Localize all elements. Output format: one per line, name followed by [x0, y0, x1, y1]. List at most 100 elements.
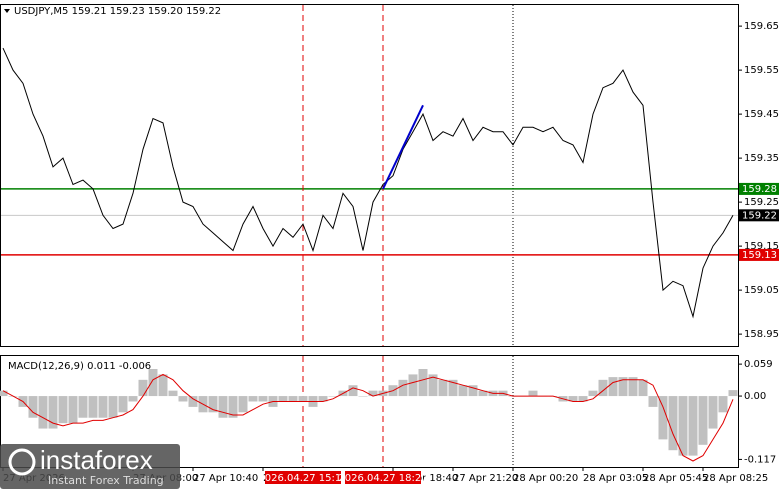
tagline: Instant Forex Trading: [48, 474, 164, 487]
level-label: 159.13: [742, 250, 777, 261]
histogram-bar: [178, 396, 188, 402]
histogram-bar: [0, 390, 8, 397]
histogram-bar: [188, 396, 198, 407]
histogram-bar: [588, 390, 598, 397]
x-tick-label: 28 Apr 08:25: [703, 473, 768, 484]
y-tick-label: 159.05: [744, 285, 779, 296]
histogram-bar: [718, 396, 728, 413]
level-box: [739, 182, 779, 195]
histogram-bar: [598, 379, 608, 397]
histogram-bar: [88, 396, 98, 418]
histogram-bar: [38, 396, 48, 429]
histogram-bar: [728, 390, 738, 397]
histogram-bar: [218, 396, 228, 418]
histogram-bar: [328, 396, 338, 397]
histogram-bar: [228, 396, 238, 418]
marker-label: 2026.04.27 15:15: [258, 473, 347, 484]
price-panel: [0, 4, 739, 347]
histogram-bar: [398, 379, 408, 397]
histogram-bar: [98, 396, 108, 418]
menu-arrow[interactable]: [4, 9, 10, 13]
histogram-bar: [568, 396, 578, 402]
histogram-bar: [358, 396, 368, 397]
histogram-bar: [78, 396, 88, 418]
histogram-bar: [688, 396, 698, 456]
histogram-bar: [238, 396, 248, 413]
chart-title: USDJPY,M5 159.21 159.23 159.20 159.22: [14, 6, 221, 17]
marker-label: 2026.04.27 18:20: [338, 473, 427, 484]
x-tick-label: 28 Apr 05:45: [643, 473, 708, 484]
x-tick-label: 28 Apr 00:20: [513, 473, 578, 484]
trendline: [382, 104, 424, 190]
histogram-bar: [28, 396, 38, 418]
histogram-bar: [148, 368, 158, 397]
histogram-bar: [68, 396, 78, 424]
histogram-bar: [138, 379, 148, 397]
histogram-bar: [528, 390, 538, 397]
histogram-bar: [48, 396, 58, 429]
brand: instaforex: [40, 445, 153, 475]
y-tick-label: 159.55: [744, 65, 779, 76]
histogram-bar: [208, 396, 218, 413]
y-tick-label: 158.95: [744, 329, 779, 340]
histogram-bar: [168, 390, 178, 397]
marker-box: [345, 471, 421, 484]
histogram-bar: [108, 396, 118, 418]
y-tick-label: -0.117: [744, 454, 776, 465]
histogram-bar: [158, 374, 168, 397]
histogram-bar: [458, 385, 468, 397]
price-line: [2, 47, 734, 319]
histogram-bar: [468, 385, 478, 397]
watermark: instaforex Instant Forex Trading: [0, 444, 180, 489]
histogram-bar: [678, 396, 688, 456]
marker-box: [265, 471, 341, 484]
histogram-bar: [668, 396, 678, 451]
histogram-bar: [278, 396, 288, 402]
y-tick-label: 159.15: [744, 241, 779, 252]
logo: [8, 448, 36, 476]
histogram-bar: [58, 396, 68, 424]
plot: 158.95 159.05 159.15 159.25 159.35 159.45 159.…: [0, 5, 779, 484]
x-tick-label: 27 Apr 21:20: [453, 473, 518, 484]
histogram-bar: [698, 396, 708, 445]
histogram-bar: [578, 396, 588, 402]
y-tick-label: 0.00: [744, 391, 766, 402]
histogram-bar: [478, 390, 488, 397]
histogram-bar: [638, 379, 648, 397]
histogram-bar: [418, 368, 428, 397]
y-tick-label: 159.45: [744, 109, 779, 120]
histogram-bar: [258, 396, 268, 402]
histogram-bar: [128, 396, 138, 402]
y-tick-label: 159.35: [744, 153, 779, 164]
histogram-bar: [288, 396, 298, 402]
x-tick-label: 27 Apr 18:40: [393, 473, 458, 484]
histogram-bar: [448, 379, 458, 397]
y-tick-label: 0.059: [744, 359, 773, 370]
signal-line: [2, 373, 734, 462]
y-tick-label: 159.65: [744, 21, 779, 32]
level-box: [739, 248, 779, 261]
histogram-bar: [438, 379, 448, 397]
histogram-bar: [348, 385, 358, 397]
x-tick-label: 28 Apr 03:05: [583, 473, 648, 484]
level-label: 159.22: [742, 210, 777, 221]
y-tick-label: 159.25: [744, 197, 779, 208]
watermark-bg: [0, 444, 180, 489]
histogram-bar: [628, 377, 638, 397]
histogram-bar: [618, 377, 628, 397]
histogram-bar: [648, 396, 658, 407]
histogram-bar: [428, 374, 438, 397]
histogram-bar: [118, 396, 128, 413]
level-box: [739, 209, 779, 222]
histogram-bar: [298, 396, 308, 402]
histogram-bar: [408, 374, 418, 397]
level-label: 159.28: [742, 184, 777, 195]
histogram-bar: [708, 396, 718, 429]
histogram-bar: [368, 390, 378, 397]
histogram-bar: [248, 396, 258, 402]
histogram-bar: [658, 396, 668, 440]
x-tick-label: 27 Apr 10:40: [193, 473, 258, 484]
histogram-bar: [318, 396, 328, 402]
